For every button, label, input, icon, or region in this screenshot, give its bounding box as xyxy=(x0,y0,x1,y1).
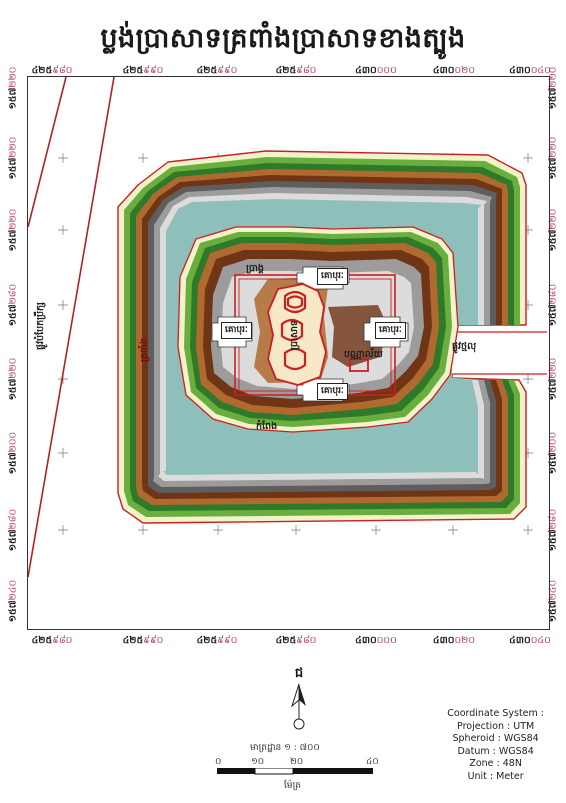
library-shape xyxy=(349,358,369,372)
coord-spheroid: Spheroid : WGS84 xyxy=(452,733,539,744)
scale-tick-0: ០ xyxy=(215,757,222,767)
grid-label-bottom-6: ៤៣០០២០ xyxy=(432,635,476,646)
grid-label-left-8: ១៥៧២៤០ xyxy=(7,579,19,623)
scale-bar xyxy=(217,768,373,775)
map-title: ប្លង់ប្រាសាទគ្រពាំងប្រាសាទខាងត្បូង xyxy=(100,23,466,54)
grid-label-bottom-7: ៤៣០០៤០ xyxy=(509,635,551,646)
grid-label-top-2: ៤២៥៩៩០ xyxy=(122,65,164,76)
label-gate-north: គោបុរៈ xyxy=(317,268,348,285)
grid-label-left-6: ១៥៧២០០ xyxy=(7,431,19,475)
grid-label-bottom-3: ៤២៥៩៩០ xyxy=(196,635,238,646)
grid-label-bottom-5: ៤៣០០០០ xyxy=(355,635,397,646)
scale-tick-20: ២០ xyxy=(290,757,304,767)
label-gate-east: គោបុរៈ xyxy=(375,322,406,339)
grid-label-left-2: ១៥៧២២០ xyxy=(7,136,19,180)
scale-tick-10: ១០ xyxy=(251,757,265,767)
grid-label-bottom-1: ៤២៥៩៨០ xyxy=(31,635,73,646)
grid-label-top-7: ៤៣០០៤០ xyxy=(509,65,551,76)
grid-label-left-5: ១៥៧២២០ xyxy=(7,357,19,401)
grid-label-left-3: ១៥៧២២០ xyxy=(7,208,19,252)
coord-zone: Zone : 48N xyxy=(469,758,522,769)
label-tower-north: ប្រាង្គ xyxy=(246,263,264,274)
coordinate-system-info: Coordinate System : Projection : UTM Sph… xyxy=(447,708,544,783)
coord-heading: Coordinate System : xyxy=(447,708,544,719)
scale-tick-40: ៤០ xyxy=(366,757,379,767)
road-left xyxy=(28,77,115,578)
north-label: ជ xyxy=(294,666,304,681)
central-temple xyxy=(267,283,327,386)
coord-unit: Unit : Meter xyxy=(467,770,524,782)
label-south-wall: កំពែង xyxy=(256,421,278,432)
label-moat: ត្រពាំង xyxy=(139,338,150,362)
grid-label-bottom-4: ៤២៥៩៨០ xyxy=(275,635,317,646)
coord-projection: Projection : UTM xyxy=(457,720,535,732)
grid-label-left-4: ១៥៧២៨០ xyxy=(7,283,19,327)
scale-ratio: មាត្រដ្ឋាន ១ : ៧០០ xyxy=(250,743,320,753)
label-central-temple: ប្រាសាទ xyxy=(289,320,300,350)
label-gate-west: គោបុរៈ xyxy=(221,322,252,339)
grid-label-top-5: ៤៣០០០០ xyxy=(355,65,397,76)
grid-label-left-7: ១៥៧២៨០ xyxy=(7,508,19,552)
grid-label-top-4: ៤២៥៩៨០ xyxy=(275,65,317,76)
label-road-left: ផ្លូវបំបែកប្រឹក្ស xyxy=(35,302,46,350)
grid-label-bottom-2: ៤២៥៩៩០ xyxy=(122,635,164,646)
map-canvas[interactable] xyxy=(28,77,547,627)
label-road-right: ផ្លូវថ្មលុ xyxy=(452,341,477,352)
coord-datum: Datum : WGS84 xyxy=(457,745,534,757)
grid-label-top-6: ៤៣០០២០ xyxy=(432,65,476,76)
east-causeway xyxy=(452,332,547,374)
scale-unit: ម៉ែត្រ xyxy=(284,781,301,791)
grid-label-top-3: ៤២៥៩៩០ xyxy=(196,65,238,76)
label-gate-south: គោបុរៈ xyxy=(317,383,348,400)
grid-label-left-1: ១៥៧២២០ xyxy=(7,66,19,110)
grid-crosses xyxy=(58,153,533,535)
north-arrow-icon xyxy=(290,683,306,730)
map-frame xyxy=(27,76,550,630)
label-library: បណ្ណាល័យ xyxy=(344,349,383,360)
grid-label-top-1: ៤២៥៩៨០ xyxy=(31,65,73,76)
